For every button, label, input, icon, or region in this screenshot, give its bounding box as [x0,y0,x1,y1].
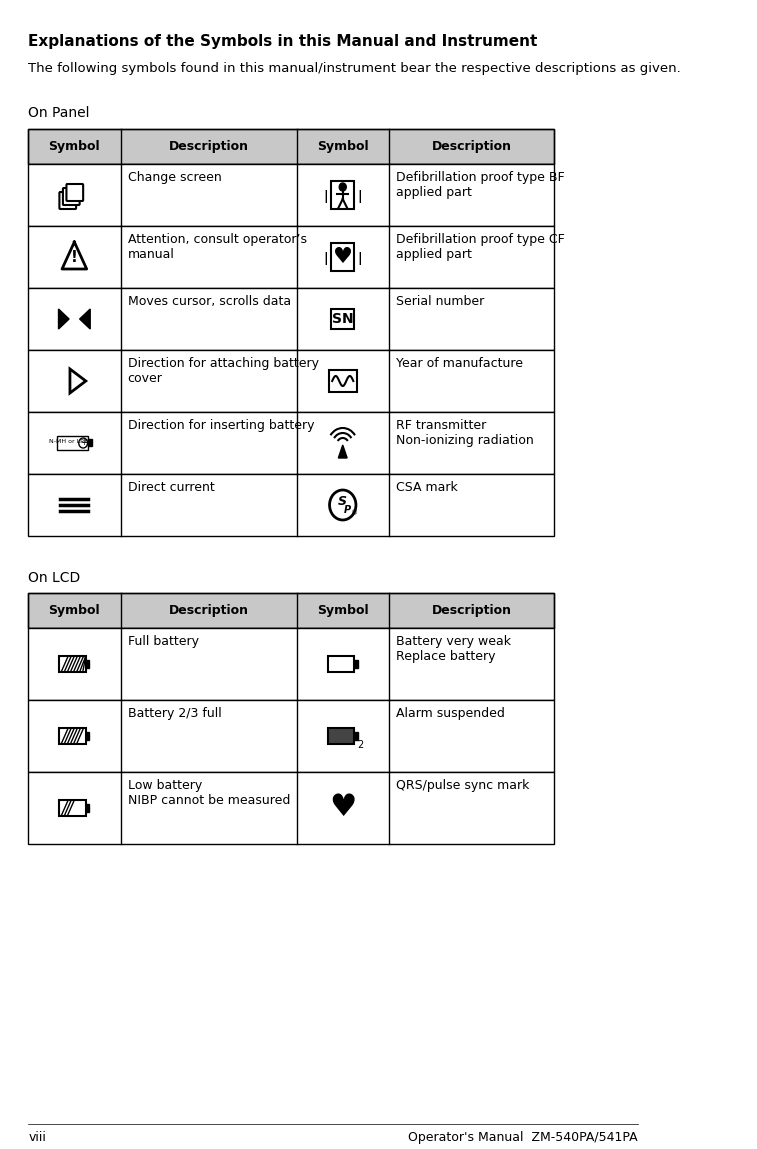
Polygon shape [79,309,90,329]
Circle shape [339,183,346,191]
Text: Description: Description [169,140,248,153]
Text: Year of manufacture: Year of manufacture [396,357,523,370]
Bar [89,440,92,447]
Text: ♥: ♥ [329,794,357,823]
Text: Serial number: Serial number [396,295,484,308]
Bar [328,656,354,672]
Bar [354,660,358,668]
Text: RF transmitter
Non-ionizing radiation: RF transmitter Non-ionizing radiation [396,419,534,447]
Bar [28,129,554,164]
Bar [28,164,554,226]
FancyBboxPatch shape [67,184,83,201]
Text: CSA mark: CSA mark [396,481,458,494]
Text: QRS/pulse sync mark: QRS/pulse sync mark [396,779,529,792]
Text: viii: viii [28,1131,46,1144]
Bar [332,242,354,271]
Bar [332,309,354,329]
Bar [329,370,357,392]
Text: Description: Description [431,604,512,617]
Polygon shape [58,309,69,329]
Bar [28,593,554,629]
Text: On Panel: On Panel [28,106,89,119]
Bar [332,182,354,209]
Text: Moves cursor, scrolls data: Moves cursor, scrolls data [128,295,291,308]
Text: Defibrillation proof type CF
applied part: Defibrillation proof type CF applied par… [396,233,565,261]
Bar [28,475,554,535]
Text: Direction for attaching battery
cover: Direction for attaching battery cover [128,357,319,385]
Bar [28,412,554,475]
Text: ®: ® [350,510,358,516]
Text: Symbol: Symbol [48,604,100,617]
Text: Direct current: Direct current [128,481,214,494]
Text: |: | [323,253,328,265]
Text: Symbol: Symbol [317,140,369,153]
Text: Direction for inserting battery: Direction for inserting battery [128,419,314,432]
Text: Battery 2/3 full: Battery 2/3 full [128,707,221,720]
Bar [59,800,86,816]
Text: !: ! [71,250,78,265]
Bar [59,728,86,745]
Text: ♥: ♥ [333,247,353,267]
Bar [59,656,86,672]
Text: |: | [357,191,362,203]
Text: 2: 2 [357,740,363,750]
Text: The following symbols found in this manual/instrument bear the respective descri: The following symbols found in this manu… [28,62,681,75]
Text: P: P [344,506,350,515]
FancyBboxPatch shape [63,188,79,205]
Text: SN: SN [332,313,354,326]
Text: +: + [79,439,86,447]
Bar [28,593,554,629]
Bar [28,629,554,700]
Text: Attention, consult operator’s
manual: Attention, consult operator’s manual [128,233,307,261]
Text: Explanations of the Symbols in this Manual and Instrument: Explanations of the Symbols in this Manu… [28,34,537,49]
Text: Low battery
NIBP cannot be measured: Low battery NIBP cannot be measured [128,779,290,807]
Polygon shape [338,445,347,458]
Text: Description: Description [431,140,512,153]
Bar [354,732,358,740]
Bar [28,350,554,412]
Bar [28,700,554,772]
Text: Battery very weak
Replace battery: Battery very weak Replace battery [396,635,511,663]
Text: Description: Description [169,604,248,617]
Text: N-MH or LR6: N-MH or LR6 [49,440,89,445]
Bar [86,732,89,740]
Bar [28,288,554,350]
Polygon shape [70,369,86,393]
Text: On LCD: On LCD [28,571,80,585]
Text: Change screen: Change screen [128,171,221,184]
Text: |: | [323,191,328,203]
Bar [28,129,554,164]
Bar [57,435,89,450]
Text: S: S [338,495,347,509]
Text: Symbol: Symbol [48,140,100,153]
Text: Alarm suspended: Alarm suspended [396,707,505,720]
Text: |: | [357,253,362,265]
Text: Operator's Manual  ZM-540PA/541PA: Operator's Manual ZM-540PA/541PA [408,1131,638,1144]
Bar [328,728,354,745]
Text: Full battery: Full battery [128,635,198,648]
Text: Symbol: Symbol [317,604,369,617]
Bar [28,226,554,288]
Text: Defibrillation proof type BF
applied part: Defibrillation proof type BF applied par… [396,171,565,199]
FancyBboxPatch shape [59,192,76,209]
Bar [28,772,554,845]
Bar [86,660,89,668]
Bar [86,804,89,812]
